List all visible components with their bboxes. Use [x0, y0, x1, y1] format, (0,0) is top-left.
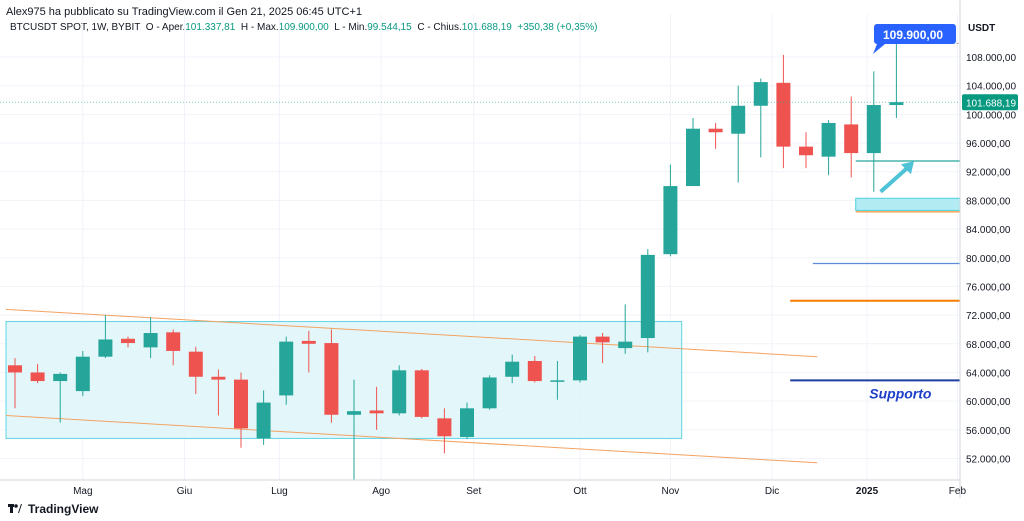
candle-body [686, 128, 700, 187]
y-tick-label: 92.000,00 [966, 168, 1011, 179]
candle-body [618, 341, 633, 349]
candle-body [369, 410, 384, 414]
open-label: O - Aper. [145, 22, 186, 33]
close-value: 101.688,19 [461, 22, 512, 33]
candle-body [301, 340, 316, 344]
x-tick-label: Nov [662, 486, 680, 497]
candle-body [53, 373, 68, 382]
y-tick-label: 96.000,00 [966, 139, 1011, 150]
last-price-badge [962, 94, 1018, 111]
consolidation-box [5, 321, 683, 439]
x-tick-label: Ago [372, 486, 390, 497]
y-tick-label: 84.000,00 [966, 225, 1011, 236]
candle-body [708, 128, 723, 133]
candle-body [663, 186, 678, 255]
high-price-label: 109.900,00 [883, 28, 943, 42]
x-tick-label: Feb [949, 486, 967, 497]
y-tick-label: 52.000,00 [966, 454, 1011, 465]
candle-body [143, 333, 158, 348]
y-tick-label: 104.000,00 [966, 82, 1016, 93]
footer: TradingView [8, 502, 98, 516]
y-tick-label: 60.000,00 [966, 397, 1011, 408]
candle-body [866, 105, 881, 154]
candle-body [460, 408, 474, 437]
candle-body [437, 418, 452, 437]
candle-body [8, 365, 22, 373]
candle-body [121, 338, 135, 344]
publisher-credit: Alex975 ha pubblicato su TradingView.com… [6, 6, 362, 18]
x-tick-label: Set [466, 486, 481, 497]
low-value: 99.544,15 [367, 22, 412, 33]
high-value: 109.900,00 [278, 22, 329, 33]
demand-zone [855, 197, 961, 211]
candle-body [188, 351, 203, 377]
channel-upper-line [5, 308, 818, 358]
x-tick-label: Ott [573, 486, 587, 497]
candle-body [414, 370, 429, 417]
close-label: C - Chius. [417, 22, 462, 33]
up-arrow-head [900, 161, 914, 175]
candle-body [889, 102, 904, 106]
x-tick-label: Mag [73, 486, 92, 497]
ohlc-legend: BTCUSDT SPOT, 1W, BYBIT O - Aper.101.337… [10, 22, 597, 33]
candle-body [505, 361, 520, 377]
y-tick-label: 56.000,00 [966, 426, 1011, 437]
y-tick-label: 80.000,00 [966, 254, 1011, 265]
candle-body [550, 380, 565, 382]
candle-body [392, 370, 407, 414]
y-tick-label: 108.000,00 [966, 53, 1016, 64]
candle-body [821, 122, 836, 157]
channel-lower-line [5, 414, 818, 464]
support-annotation: Supporto [869, 385, 932, 401]
candle-body [75, 356, 90, 392]
candle-body [527, 360, 542, 382]
change-value: +350,38 (+0,35%) [517, 22, 598, 33]
y-tick-label: 64.000,00 [966, 368, 1011, 379]
candle-body [731, 105, 746, 134]
tradingview-logo-icon [8, 503, 22, 516]
candle-body [595, 336, 610, 343]
candle-body [211, 376, 226, 380]
y-tick-label: 88.000,00 [966, 196, 1011, 207]
symbol-label: BTCUSDT SPOT, 1W, BYBIT [10, 22, 141, 33]
y-tick-label: 76.000,00 [966, 282, 1011, 293]
candle-body [640, 254, 655, 339]
candle-body [347, 411, 361, 415]
candle-body [98, 339, 113, 357]
x-tick-label: Giu [177, 486, 193, 497]
candle-body [166, 332, 181, 351]
x-tick-label: Lug [271, 486, 288, 497]
x-tick-label: Dic [765, 486, 779, 497]
last-price-label: 101.688,19 [966, 98, 1016, 109]
low-label: L - Min. [334, 22, 368, 33]
x-tick-label: 2025 [856, 486, 879, 497]
candle-body [279, 341, 294, 396]
candle-body [573, 336, 587, 381]
tradingview-brand: TradingView [28, 502, 99, 516]
high-label: H - Max. [240, 22, 279, 33]
up-arrow-shaft [879, 166, 909, 194]
open-value: 101.337,81 [185, 22, 236, 33]
candle-body [753, 82, 768, 106]
candle-body [844, 124, 859, 154]
high-price-badge [873, 24, 956, 54]
candle-body [799, 146, 813, 156]
candle-body [776, 82, 791, 147]
y-tick-label: 72.000,00 [966, 311, 1011, 322]
y-tick-label: 68.000,00 [966, 340, 1011, 351]
candle-body [482, 377, 497, 409]
currency-label: USDT [968, 23, 995, 34]
candle-body [324, 343, 339, 415]
y-tick-label: 100.000,00 [966, 110, 1016, 121]
candle-body [234, 379, 248, 429]
candle-body [256, 402, 271, 439]
candle-body [30, 372, 45, 382]
